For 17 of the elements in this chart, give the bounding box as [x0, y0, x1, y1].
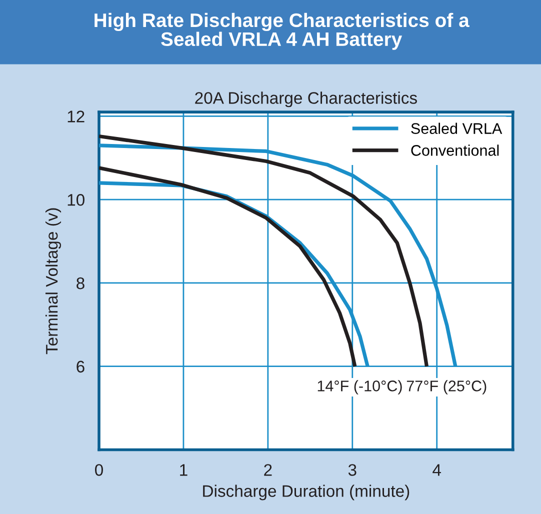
x-tick-label: 3	[348, 464, 356, 476]
y-tick-label: 12	[68, 110, 84, 122]
x-axis-title: Discharge Duration (minute)	[203, 484, 410, 500]
chart-subtitle: 20A Discharge Characteristics	[195, 92, 417, 108]
x-tick-label: 0	[95, 464, 103, 476]
legend-label: Conventional	[411, 144, 499, 156]
annotation: 14°F (-10°C)	[318, 380, 402, 394]
x-tick-label: 1	[180, 464, 188, 476]
y-tick-label: 8	[76, 277, 84, 290]
chart-title: High Rate Discharge Characteristics of a Sealed VRLA 4 AH Battery	[94, 12, 470, 50]
x-tick-label: 4	[432, 464, 441, 476]
annotation: 77°F (25°C)	[406, 380, 486, 394]
x-tick-label: 2	[264, 464, 272, 476]
y-tick-label: 10	[68, 194, 84, 206]
y-tick-label: 6	[76, 360, 84, 373]
y-axis-title: Terminal Voltage (v)	[45, 208, 62, 354]
legend-label: Sealed VRLA	[411, 122, 502, 134]
